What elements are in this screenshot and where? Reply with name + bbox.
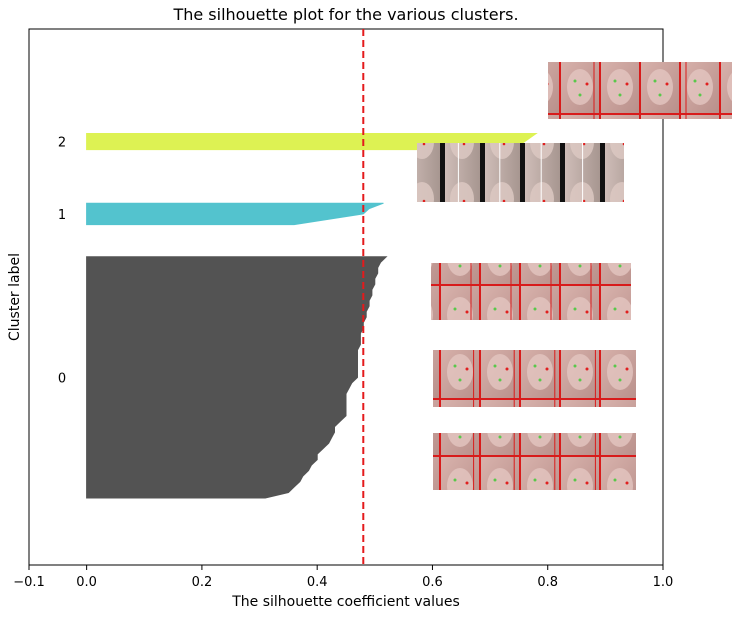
- y-tick-label-1: 1: [58, 208, 66, 223]
- x-tick-label: 0.6: [422, 575, 443, 590]
- x-tick-label: 0.4: [307, 575, 328, 590]
- y-tick-label-2: 2: [58, 136, 66, 151]
- y-axis-label: Cluster label: [7, 253, 23, 341]
- face-thumbnail-strip: [548, 62, 732, 119]
- x-tick-label: 0.0: [76, 575, 97, 590]
- x-ticks: −0.1 0.0 0.2 0.4 0.6 0.8 1.0: [13, 565, 673, 590]
- y-tick-label-0: 0: [58, 371, 66, 386]
- face-thumbnail-strip: [417, 143, 624, 202]
- cluster-0-silhouette: [86, 256, 388, 499]
- y-tick-labels: 0 1 2: [58, 136, 66, 387]
- face-thumbnail-strip: [433, 350, 636, 407]
- face-thumbnail-strip: [431, 263, 631, 320]
- face-thumbnails: [417, 62, 732, 490]
- x-axis-label: The silhouette coefficient values: [231, 594, 460, 610]
- x-tick-label: 1.0: [653, 575, 674, 590]
- x-tick-label: 0.8: [537, 575, 558, 590]
- chart-title: The silhouette plot for the various clus…: [172, 5, 518, 24]
- x-tick-label: 0.2: [192, 575, 213, 590]
- face-thumbnail-strip: [433, 433, 636, 490]
- x-tick-label: −0.1: [13, 575, 45, 590]
- cluster-1-silhouette: [86, 202, 384, 226]
